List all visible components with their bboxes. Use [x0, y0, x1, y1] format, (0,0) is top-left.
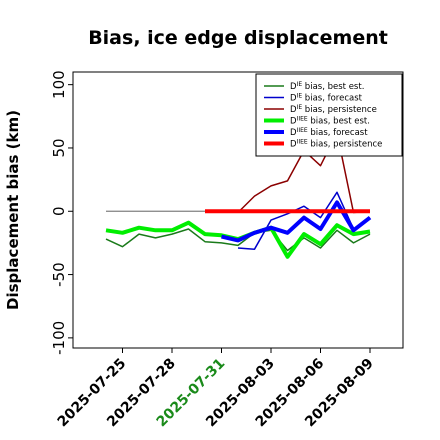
- y-tick-label: 100: [50, 70, 68, 99]
- legend-entry: DIE bias, persistence: [290, 104, 377, 115]
- y-tick-label: -100: [50, 321, 68, 355]
- legend-entry: DIIEE bias, forecast: [290, 127, 368, 138]
- legend: DIE bias, best est.DIE bias, forecastDIE…: [255, 73, 403, 157]
- legend-entry: DIE bias, best est.: [290, 81, 364, 92]
- y-tick-label: 0: [50, 206, 68, 216]
- legend-entry: DIE bias, forecast: [290, 93, 363, 104]
- y-tick-label: -50: [50, 262, 68, 287]
- y-tick-label: 50: [50, 138, 68, 157]
- plot-frame: [72, 71, 404, 349]
- chart-title: Bias, ice edge displacement: [88, 27, 388, 49]
- y-axis-label: Displacement bias (km): [4, 110, 22, 310]
- series-line-2: [237, 191, 371, 250]
- series-line-1: [105, 228, 371, 252]
- legend-entry: DIIEE bias, best est.: [290, 116, 370, 127]
- legend-entry: DIIEE bias, persistence: [290, 139, 382, 150]
- series-line-5: [221, 200, 372, 243]
